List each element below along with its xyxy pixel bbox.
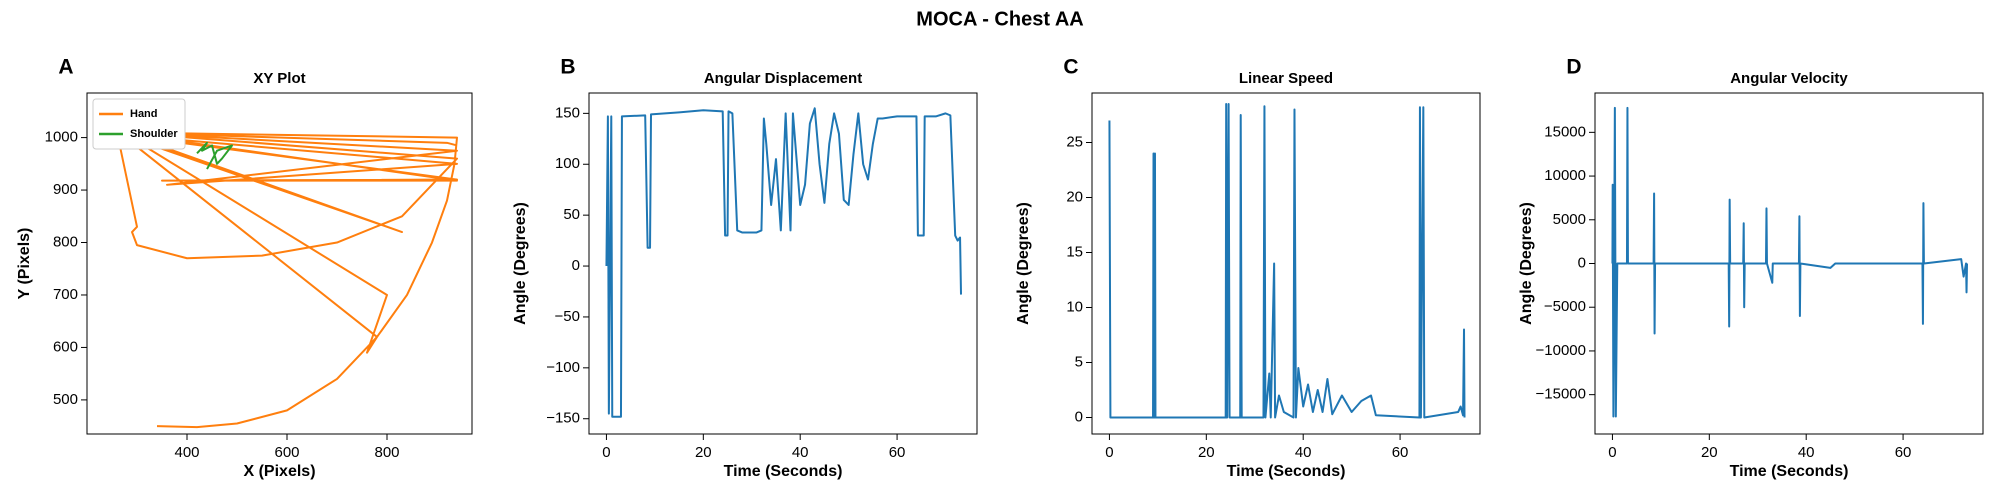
- x-tick-label: 0: [602, 444, 610, 461]
- axes-title: Linear Speed: [1239, 70, 1333, 87]
- axes-title: Angular Velocity: [1730, 70, 1848, 87]
- x-axis-label: X (Pixels): [243, 463, 315, 480]
- x-tick-label: 60: [1895, 444, 1912, 461]
- y-tick-label: −150: [546, 410, 580, 427]
- y-tick-label: −5000: [1544, 298, 1586, 315]
- y-tick-label: 5: [1075, 353, 1083, 370]
- data-line: [1108, 103, 1466, 419]
- x-tick-label: 600: [274, 444, 299, 461]
- panel-label: A: [58, 56, 73, 79]
- x-tick-label: 0: [1105, 444, 1113, 461]
- y-axis-label: Y (Pixels): [16, 228, 33, 300]
- legend-label: Shoulder: [130, 128, 178, 140]
- y-tick-label: 700: [53, 286, 78, 303]
- data-line: [116, 131, 458, 429]
- x-tick-label: 60: [889, 444, 906, 461]
- x-axis-label: Time (Seconds): [724, 463, 843, 480]
- data-line: [605, 107, 963, 418]
- y-tick-label: 25: [1066, 133, 1083, 150]
- y-axis-label: Angle (Degrees): [512, 202, 529, 325]
- y-tick-label: −10000: [1536, 342, 1586, 359]
- y-tick-label: 0: [572, 257, 580, 274]
- y-tick-label: 150: [555, 104, 580, 121]
- axes-frame: [1091, 92, 1481, 435]
- panel-label: D: [1566, 56, 1581, 79]
- x-tick-label: 40: [792, 444, 809, 461]
- y-tick-label: 5000: [1553, 211, 1586, 228]
- x-axis-label: Time (Seconds): [1227, 463, 1346, 480]
- x-tick-label: 0: [1608, 444, 1616, 461]
- x-tick-label: 60: [1392, 444, 1409, 461]
- y-tick-label: 1000: [45, 129, 78, 146]
- figure-title: MOCA - Chest AA: [916, 8, 1083, 30]
- y-tick-label: 10: [1066, 298, 1083, 315]
- y-axis-label: Angle (Degrees): [1518, 202, 1535, 325]
- panel-label: B: [560, 56, 575, 79]
- y-tick-label: −100: [546, 359, 580, 376]
- y-tick-label: 0: [1075, 408, 1083, 425]
- axes-frame: [588, 92, 978, 435]
- legend-label: Hand: [130, 108, 158, 120]
- y-tick-label: −15000: [1536, 386, 1586, 403]
- y-tick-label: −50: [555, 308, 580, 325]
- axes-title: Angular Displacement: [704, 70, 862, 87]
- axes-frame: [1594, 92, 1984, 435]
- axes-title: XY Plot: [253, 70, 305, 87]
- legend-box: [92, 98, 186, 150]
- x-tick-label: 800: [374, 444, 399, 461]
- y-tick-label: 500: [53, 391, 78, 408]
- panel-label: C: [1063, 56, 1078, 79]
- x-axis-label: Time (Seconds): [1730, 463, 1849, 480]
- y-tick-label: 900: [53, 181, 78, 198]
- y-tick-label: 20: [1066, 188, 1083, 205]
- x-tick-label: 20: [1198, 444, 1215, 461]
- y-tick-label: 600: [53, 338, 78, 355]
- y-axis-label: Angle (Degrees): [1015, 202, 1032, 325]
- y-tick-label: 10000: [1544, 167, 1586, 184]
- x-tick-label: 400: [174, 444, 199, 461]
- y-tick-label: 15: [1066, 243, 1083, 260]
- y-tick-label: 0: [1578, 254, 1586, 271]
- x-tick-label: 40: [1798, 444, 1815, 461]
- x-tick-label: 20: [1701, 444, 1718, 461]
- data-line: [1611, 106, 1969, 418]
- x-tick-label: 40: [1295, 444, 1312, 461]
- axes-frame: [86, 92, 473, 435]
- y-tick-label: 100: [555, 155, 580, 172]
- x-tick-label: 20: [695, 444, 712, 461]
- y-tick-label: 800: [53, 233, 78, 250]
- data-line: [196, 141, 233, 170]
- y-tick-label: 50: [563, 206, 580, 223]
- y-tick-label: 15000: [1544, 123, 1586, 140]
